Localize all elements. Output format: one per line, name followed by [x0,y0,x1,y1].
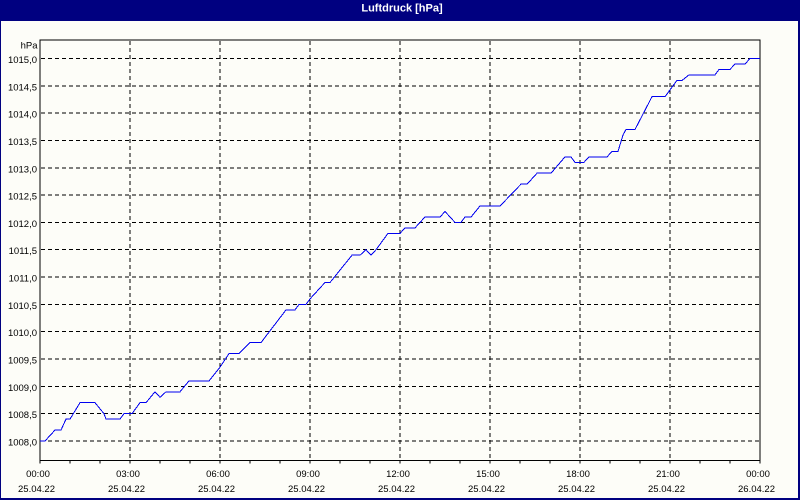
svg-text:25.04.22: 25.04.22 [288,484,325,495]
svg-text:12:00: 12:00 [386,469,410,480]
svg-text:1008,0: 1008,0 [8,438,37,449]
svg-text:1010,0: 1010,0 [8,328,37,339]
svg-text:1013,5: 1013,5 [8,137,37,148]
svg-text:1009,5: 1009,5 [8,356,37,367]
svg-text:25.04.22: 25.04.22 [198,484,235,495]
svg-text:25.04.22: 25.04.22 [108,484,145,495]
svg-text:03:00: 03:00 [116,469,140,480]
svg-text:25.04.22: 25.04.22 [18,484,55,495]
svg-text:1014,0: 1014,0 [8,110,37,121]
svg-text:09:00: 09:00 [296,469,320,480]
svg-text:1014,5: 1014,5 [8,82,37,93]
svg-text:1009,0: 1009,0 [8,383,37,394]
svg-text:15:00: 15:00 [476,469,500,480]
svg-text:1015,0: 1015,0 [8,55,37,66]
svg-text:1011,5: 1011,5 [9,246,37,257]
svg-text:06:00: 06:00 [206,469,230,480]
svg-text:1011,0: 1011,0 [9,274,37,285]
svg-text:1008,5: 1008,5 [8,410,37,421]
svg-text:hPa: hPa [21,41,39,52]
svg-text:1012,5: 1012,5 [8,192,37,203]
svg-text:25.04.22: 25.04.22 [558,484,595,495]
svg-text:21:00: 21:00 [656,469,680,480]
svg-text:Luftdruck [hPa]: Luftdruck [hPa] [361,3,443,15]
svg-text:26.04.22: 26.04.22 [738,484,775,495]
svg-text:25.04.22: 25.04.22 [468,484,505,495]
svg-text:18:00: 18:00 [566,469,590,480]
svg-text:00:00: 00:00 [26,469,50,480]
svg-text:00:00: 00:00 [746,469,770,480]
svg-text:1013,0: 1013,0 [8,164,37,175]
svg-text:25.04.22: 25.04.22 [378,484,415,495]
svg-text:1012,0: 1012,0 [8,219,37,230]
svg-text:1010,5: 1010,5 [8,301,37,312]
svg-text:25.04.22: 25.04.22 [648,484,685,495]
